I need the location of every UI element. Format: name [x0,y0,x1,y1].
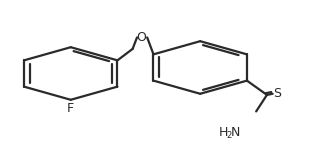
Text: S: S [273,87,281,100]
Text: H: H [219,126,228,139]
Text: F: F [67,102,74,115]
Text: O: O [137,31,146,44]
Text: N: N [230,126,240,139]
Text: 2: 2 [226,131,231,140]
